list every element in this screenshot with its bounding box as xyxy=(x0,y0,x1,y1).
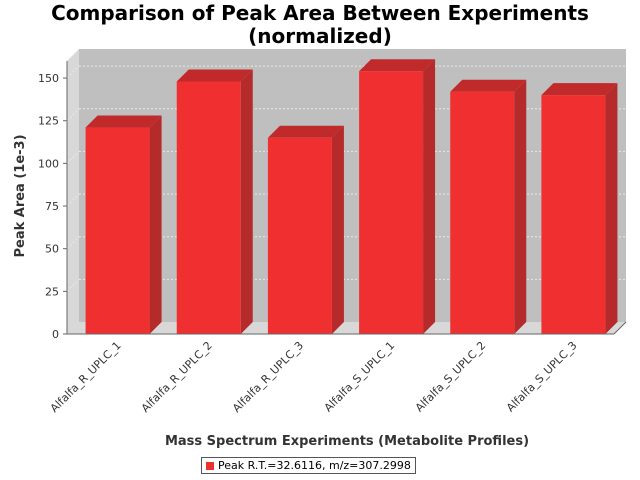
bar-side xyxy=(605,83,618,334)
x-axis-depth xyxy=(613,321,627,335)
legend: Peak R.T.=32.6116, m/z=307.2998 xyxy=(201,457,416,474)
gridline-wall xyxy=(66,65,80,79)
gridline-wall xyxy=(66,108,80,122)
chart-title-line-1: Comparison of Peak Area Between Experime… xyxy=(51,1,589,25)
y-tick-label: 25 xyxy=(45,285,59,298)
y-tick-label: 125 xyxy=(38,115,59,128)
gridline-wall xyxy=(66,236,80,250)
bar xyxy=(85,115,162,334)
x-tick-label: Alfalfa_R_UPLC_1 xyxy=(48,339,124,415)
plot-back-wall xyxy=(79,49,626,322)
bar-side xyxy=(331,125,344,334)
bar-top xyxy=(541,83,618,96)
chart-title: Comparison of Peak Area Between Experime… xyxy=(0,2,640,48)
plot-left-wall xyxy=(67,49,79,334)
x-tick-label: Alfalfa_S_UPLC_3 xyxy=(504,339,580,415)
bar-top xyxy=(176,69,253,82)
gridline-wall xyxy=(66,193,80,207)
bar-top xyxy=(85,115,162,128)
bar-top xyxy=(359,59,436,72)
axes xyxy=(63,61,627,335)
legend-label: Peak R.T.=32.6116, m/z=307.2998 xyxy=(218,459,411,472)
gridline-wall xyxy=(66,278,80,292)
gridline-wall xyxy=(66,151,80,164)
chart-title-line-2: (normalized) xyxy=(248,24,392,48)
bar-front xyxy=(541,95,606,334)
y-tick-labels: 0 25 50 75 100 125 150 xyxy=(38,72,59,341)
bar xyxy=(541,83,618,334)
x-axis-label: Mass Spectrum Experiments (Metabolite Pr… xyxy=(165,434,529,449)
bar-side xyxy=(423,59,436,335)
bar-side xyxy=(149,115,162,334)
bar xyxy=(267,125,344,334)
bar-front xyxy=(267,137,332,334)
bar-top xyxy=(267,125,344,138)
y-tick-label: 50 xyxy=(45,243,59,256)
bar-side xyxy=(514,79,527,335)
bars xyxy=(85,59,618,335)
bar-front xyxy=(85,127,150,334)
x-tick-label: Alfalfa_R_UPLC_2 xyxy=(139,339,215,415)
x-tick-label: Alfalfa_R_UPLC_3 xyxy=(230,339,306,415)
y-tick-label: 0 xyxy=(52,328,59,341)
y-tick-label: 150 xyxy=(38,72,59,85)
bar-front xyxy=(359,71,424,335)
bar-side xyxy=(240,69,253,334)
bar xyxy=(359,59,436,335)
y-axis-label: Peak Area (1e-3) xyxy=(13,134,28,257)
gridlines xyxy=(66,65,626,292)
x-tick-label: Alfalfa_S_UPLC_2 xyxy=(413,339,489,415)
bar xyxy=(450,79,527,335)
x-tick-label: Alfalfa_S_UPLC_1 xyxy=(322,339,398,415)
bar-front xyxy=(450,91,515,335)
y-tick-label: 75 xyxy=(45,200,59,213)
legend-swatch xyxy=(206,461,214,470)
y-tick-label: 100 xyxy=(38,157,59,170)
x-tick-labels: Alfalfa_R_UPLC_1 Alfalfa_R_UPLC_2 Alfalfa_… xyxy=(48,339,580,415)
bar-front xyxy=(176,81,241,334)
bar xyxy=(176,69,253,334)
bar-top xyxy=(450,79,527,92)
